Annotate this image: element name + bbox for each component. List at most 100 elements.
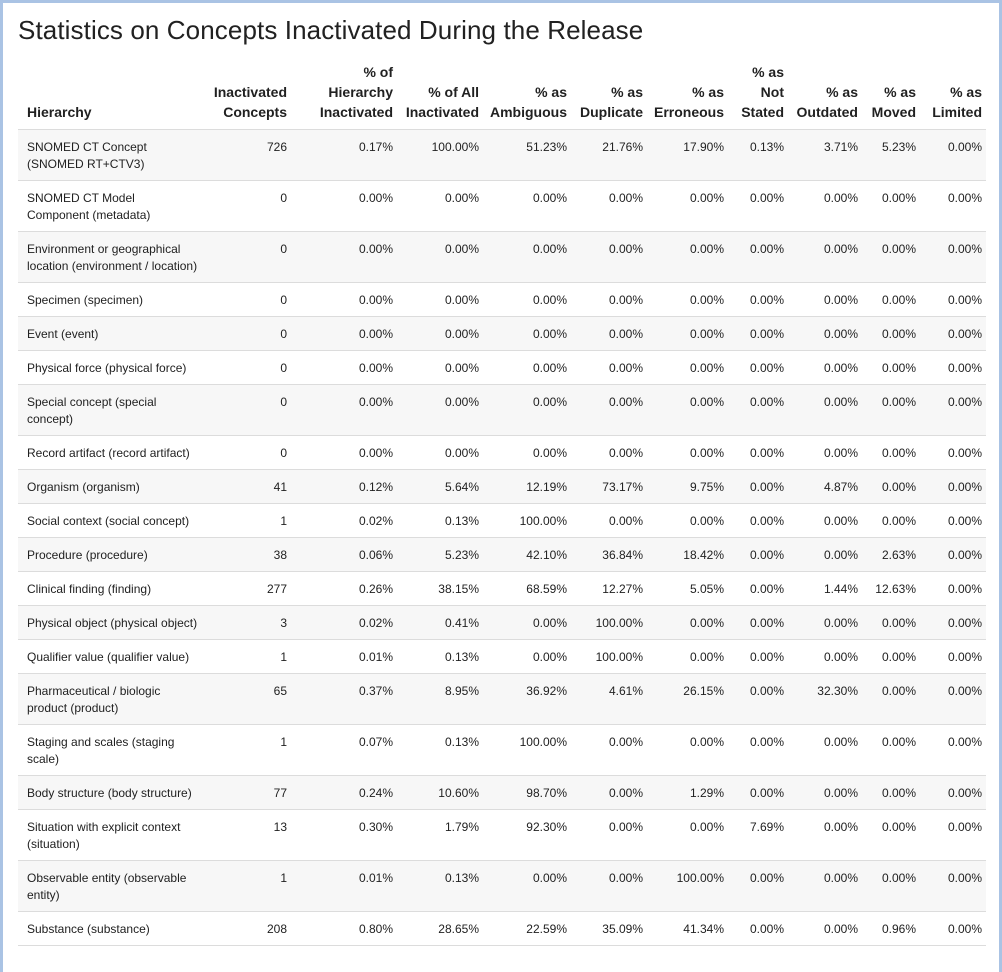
cell-pct-limited: 0.00% <box>920 231 986 283</box>
column-header-line: Hierarchy <box>328 84 393 100</box>
cell-pct-duplicate: 21.76% <box>571 129 647 181</box>
cell-hierarchy: Special concept (special concept) <box>18 384 209 436</box>
cell-pct-outdated: 0.00% <box>788 231 862 283</box>
cell-pct-limited: 0.00% <box>920 809 986 861</box>
cell-pct-outdated: 0.00% <box>788 180 862 232</box>
cell-pct-outdated: 0.00% <box>788 809 862 861</box>
cell-pct-not-stated: 0.00% <box>728 469 788 504</box>
cell-pct-hierarchy: 0.02% <box>291 503 397 538</box>
column-header-line: Inactivated <box>405 104 479 120</box>
cell-pct-all: 28.65% <box>397 911 483 946</box>
cell-pct-outdated: 0.00% <box>788 316 862 351</box>
cell-pct-not-stated: 0.00% <box>728 605 788 640</box>
cell-pct-moved: 0.00% <box>862 469 920 504</box>
cell-pct-outdated: 0.00% <box>788 775 862 810</box>
cell-pct-ambiguous: 0.00% <box>483 639 571 674</box>
table-row: Substance (substance) 208 0.80% 28.65% 22.59… <box>18 911 986 946</box>
cell-pct-outdated: 0.00% <box>788 384 862 436</box>
cell-pct-duplicate: 0.00% <box>571 809 647 861</box>
cell-pct-ambiguous: 100.00% <box>483 503 571 538</box>
cell-hierarchy: Social context (social concept) <box>18 503 209 538</box>
cell-pct-hierarchy: 0.00% <box>291 231 397 283</box>
cell-pct-ambiguous: 36.92% <box>483 673 571 725</box>
cell-pct-hierarchy: 0.00% <box>291 282 397 317</box>
cell-pct-hierarchy: 0.00% <box>291 435 397 470</box>
column-header-pct-not-stated: % as Not Stated <box>728 62 788 130</box>
cell-pct-limited: 0.00% <box>920 571 986 606</box>
cell-pct-moved: 12.63% <box>862 571 920 606</box>
cell-pct-hierarchy: 0.24% <box>291 775 397 810</box>
cell-pct-limited: 0.00% <box>920 180 986 232</box>
cell-pct-all: 0.13% <box>397 860 483 912</box>
cell-inactivated: 1 <box>209 639 291 674</box>
cell-pct-not-stated: 0.00% <box>728 503 788 538</box>
cell-pct-outdated: 0.00% <box>788 435 862 470</box>
cell-pct-limited: 0.00% <box>920 469 986 504</box>
column-header-inactivated: Inactivated Concepts <box>209 62 291 130</box>
cell-pct-all: 5.64% <box>397 469 483 504</box>
cell-pct-hierarchy: 0.02% <box>291 605 397 640</box>
cell-pct-limited: 0.00% <box>920 605 986 640</box>
cell-pct-erroneous: 26.15% <box>647 673 728 725</box>
cell-pct-all: 1.79% <box>397 809 483 861</box>
cell-pct-erroneous: 17.90% <box>647 129 728 181</box>
cell-pct-duplicate: 35.09% <box>571 911 647 946</box>
cell-inactivated: 208 <box>209 911 291 946</box>
column-header-line: Stated <box>741 104 784 120</box>
cell-pct-erroneous: 0.00% <box>647 809 728 861</box>
cell-pct-duplicate: 36.84% <box>571 537 647 572</box>
cell-inactivated: 726 <box>209 129 291 181</box>
cell-pct-all: 8.95% <box>397 673 483 725</box>
cell-inactivated: 1 <box>209 860 291 912</box>
column-header-line: % of All <box>428 84 479 100</box>
cell-inactivated: 13 <box>209 809 291 861</box>
column-header-pct-limited: % as Limited <box>920 62 986 130</box>
cell-pct-hierarchy: 0.00% <box>291 350 397 385</box>
cell-pct-not-stated: 0.00% <box>728 180 788 232</box>
cell-hierarchy: Staging and scales (staging scale) <box>18 724 209 776</box>
cell-inactivated: 65 <box>209 673 291 725</box>
cell-pct-ambiguous: 0.00% <box>483 316 571 351</box>
cell-pct-not-stated: 0.00% <box>728 639 788 674</box>
cell-pct-hierarchy: 0.17% <box>291 129 397 181</box>
cell-pct-outdated: 0.00% <box>788 724 862 776</box>
cell-pct-erroneous: 0.00% <box>647 180 728 232</box>
column-header-pct-erroneous: % as Erroneous <box>647 62 728 130</box>
table-row: SNOMED CT Concept (SNOMED RT+CTV3) 726 0.1… <box>18 129 986 181</box>
cell-pct-ambiguous: 51.23% <box>483 129 571 181</box>
column-header-line: Duplicate <box>579 104 643 120</box>
cell-pct-limited: 0.00% <box>920 384 986 436</box>
cell-pct-erroneous: 0.00% <box>647 435 728 470</box>
cell-pct-not-stated: 0.00% <box>728 775 788 810</box>
cell-pct-outdated: 3.71% <box>788 129 862 181</box>
cell-pct-all: 5.23% <box>397 537 483 572</box>
cell-pct-erroneous: 5.05% <box>647 571 728 606</box>
cell-pct-erroneous: 100.00% <box>647 860 728 912</box>
cell-pct-limited: 0.00% <box>920 316 986 351</box>
page-title: Statistics on Concepts Inactivated Durin… <box>18 15 644 45</box>
cell-pct-all: 38.15% <box>397 571 483 606</box>
column-header-line: % of <box>363 64 393 80</box>
cell-pct-limited: 0.00% <box>920 129 986 181</box>
cell-pct-duplicate: 12.27% <box>571 571 647 606</box>
cell-pct-limited: 0.00% <box>920 350 986 385</box>
cell-pct-ambiguous: 22.59% <box>483 911 571 946</box>
column-header-line: % as <box>826 84 858 100</box>
cell-pct-ambiguous: 0.00% <box>483 282 571 317</box>
cell-pct-not-stated: 0.00% <box>728 350 788 385</box>
cell-pct-limited: 0.00% <box>920 911 986 946</box>
cell-pct-duplicate: 0.00% <box>571 384 647 436</box>
cell-pct-erroneous: 0.00% <box>647 231 728 283</box>
cell-pct-erroneous: 41.34% <box>647 911 728 946</box>
cell-pct-all: 0.13% <box>397 503 483 538</box>
table-body: SNOMED CT Concept (SNOMED RT+CTV3) 726 0.1… <box>18 129 986 946</box>
column-header-line: % as <box>535 84 567 100</box>
cell-inactivated: 0 <box>209 316 291 351</box>
table-row: Procedure (procedure) 38 0.06% 5.23% 42.10% 3… <box>18 537 986 572</box>
table-header-row: Hierarchy Inactivated Concepts % of Hierarch… <box>18 62 986 130</box>
cell-pct-ambiguous: 0.00% <box>483 180 571 232</box>
column-header-line: % as <box>611 84 643 100</box>
cell-pct-duplicate: 100.00% <box>571 605 647 640</box>
cell-pct-not-stated: 0.00% <box>728 724 788 776</box>
cell-pct-hierarchy: 0.01% <box>291 860 397 912</box>
